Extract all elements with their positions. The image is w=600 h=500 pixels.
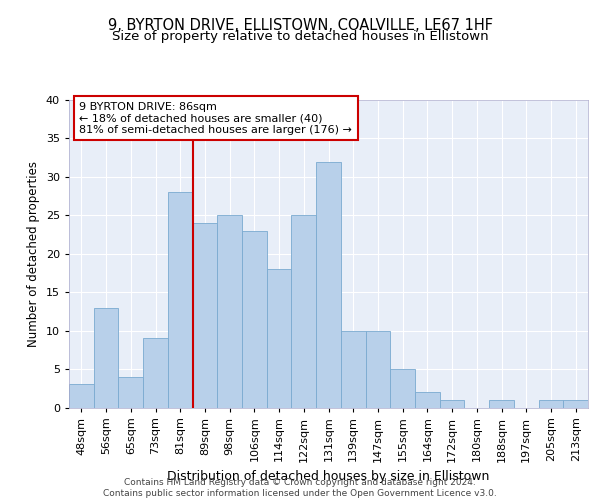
Bar — [69, 384, 94, 407]
Bar — [94, 308, 118, 408]
Bar — [118, 377, 143, 408]
Text: 9, BYRTON DRIVE, ELLISTOWN, COALVILLE, LE67 1HF: 9, BYRTON DRIVE, ELLISTOWN, COALVILLE, L… — [107, 18, 493, 32]
Bar — [316, 162, 341, 408]
X-axis label: Distribution of detached houses by size in Ellistown: Distribution of detached houses by size … — [167, 470, 490, 483]
Text: 9 BYRTON DRIVE: 86sqm
← 18% of detached houses are smaller (40)
81% of semi-deta: 9 BYRTON DRIVE: 86sqm ← 18% of detached … — [79, 102, 352, 134]
Bar — [563, 400, 588, 407]
Bar — [415, 392, 440, 407]
Bar — [489, 400, 514, 407]
Bar — [390, 369, 415, 408]
Bar — [292, 216, 316, 408]
Bar — [143, 338, 168, 407]
Bar — [440, 400, 464, 407]
Bar — [193, 223, 217, 408]
Bar — [341, 330, 365, 407]
Y-axis label: Number of detached properties: Number of detached properties — [27, 161, 40, 347]
Bar — [168, 192, 193, 408]
Bar — [365, 330, 390, 407]
Text: Contains HM Land Registry data © Crown copyright and database right 2024.
Contai: Contains HM Land Registry data © Crown c… — [103, 478, 497, 498]
Bar — [242, 230, 267, 408]
Bar — [217, 216, 242, 408]
Text: Size of property relative to detached houses in Ellistown: Size of property relative to detached ho… — [112, 30, 488, 43]
Bar — [267, 269, 292, 407]
Bar — [539, 400, 563, 407]
